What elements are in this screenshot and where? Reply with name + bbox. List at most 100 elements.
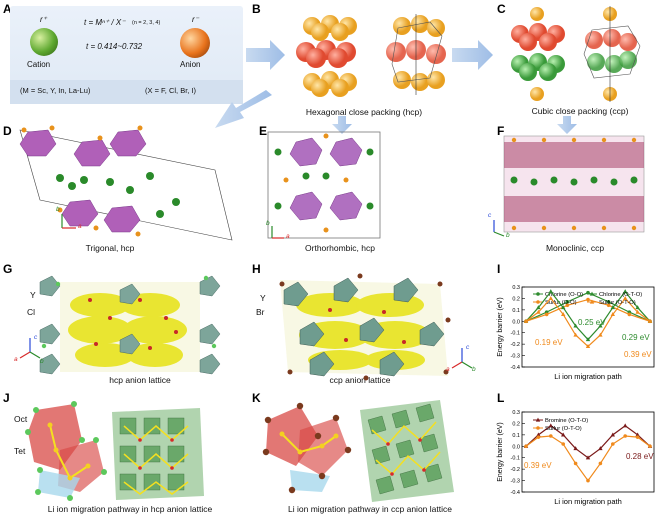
data-point xyxy=(573,332,578,337)
atom-label-y-h: Y xyxy=(260,293,266,303)
arrow-a-to-b xyxy=(246,40,285,70)
arrow-b-to-d xyxy=(215,90,272,128)
panel-label-c: C xyxy=(497,2,506,16)
data-point xyxy=(573,323,578,328)
m-note: (M = Sc, Y, In, La-Lu) xyxy=(20,86,91,95)
annotation: 0.19 eV xyxy=(535,338,563,347)
legend-entry: Chlorine (O-T-O) xyxy=(599,292,642,298)
ccp-anion-lattice xyxy=(279,273,451,381)
panel-label-d: D xyxy=(3,124,12,138)
data-point xyxy=(573,461,578,466)
data-point xyxy=(606,303,611,308)
legend-entry: Sulfur (O-T-O) xyxy=(545,426,582,432)
orthorhombic-structure xyxy=(267,131,381,239)
anion-sphere xyxy=(180,28,210,58)
y-tick-label: 0.1 xyxy=(512,433,520,439)
data-point xyxy=(598,332,603,337)
data-point xyxy=(648,444,652,449)
y-tick-label: -0.1 xyxy=(511,456,520,462)
data-point xyxy=(548,423,553,428)
y-tick-label: 0.1 xyxy=(512,308,520,314)
y-tick-label: 0.2 xyxy=(512,421,520,427)
caption-g: hcp anion lattice xyxy=(109,375,171,385)
y-tick-label: -0.4 xyxy=(511,365,520,371)
atom-label-br-h: Br xyxy=(256,307,265,317)
axis-letter-b-e: b xyxy=(266,220,270,227)
axis-letter-b-f: b xyxy=(506,232,510,239)
tolerance-formula: t = Mⁿ⁺ / X⁻ xyxy=(84,18,126,27)
x-axis-label: Li ion migration path xyxy=(554,372,622,381)
data-point xyxy=(548,296,553,301)
axis-triad-h xyxy=(451,348,473,369)
panel-label-a: A xyxy=(3,2,12,16)
data-point xyxy=(544,312,549,317)
axis-letter-a-d: a xyxy=(78,223,82,230)
atom-label-y-g: Y xyxy=(30,290,36,300)
hcp-stack-left xyxy=(296,15,357,97)
data-point xyxy=(610,432,615,437)
data-point xyxy=(610,312,615,317)
data-point xyxy=(548,289,553,294)
axis-letter-c-h: c xyxy=(466,344,470,351)
data-point xyxy=(606,300,611,304)
axis-letter-b-h: b xyxy=(472,366,476,373)
axis-triad-d xyxy=(61,214,76,229)
axis-triad-e xyxy=(271,226,284,239)
data-point xyxy=(635,435,640,439)
axis-triad-g xyxy=(19,338,41,359)
formula-note: (n = 2, 3, 4) xyxy=(132,20,161,26)
y-tick-label: -0.2 xyxy=(511,342,520,348)
y-tick-label: 0.0 xyxy=(512,319,520,325)
arrow-b-to-c xyxy=(452,40,493,70)
legend-entry: Chlorine (O-O) xyxy=(545,292,583,298)
data-point xyxy=(627,312,632,317)
data-point xyxy=(585,337,591,342)
panel-a-footer xyxy=(10,80,243,104)
caption-h: ccp anion lattice xyxy=(329,375,391,385)
hcp-anion-lattice xyxy=(39,275,221,375)
data-point xyxy=(565,300,570,304)
legend-entry: Sulfur (O-O) xyxy=(545,300,577,306)
caption-j: Li ion migration pathway in hcp anion la… xyxy=(47,504,213,514)
panel-label-j: J xyxy=(3,391,10,405)
annotation: 0.39 eV xyxy=(624,350,652,359)
y-tick-label: -0.3 xyxy=(511,354,520,360)
panel-label-l: L xyxy=(497,391,505,405)
x-axis-label: Li ion migration path xyxy=(554,497,622,506)
data-point xyxy=(610,305,615,310)
data-point xyxy=(586,478,590,483)
plot-frame xyxy=(521,411,655,493)
y-tick-label: 0.3 xyxy=(512,285,520,291)
panel-label-k: K xyxy=(252,391,261,405)
t-range: t = 0.414~0.732 xyxy=(86,42,143,51)
anion-radius-symbol: r⁻ xyxy=(192,15,199,24)
axis-letter-b-g: b xyxy=(40,358,44,365)
y-tick-label: 0.2 xyxy=(512,296,520,302)
data-point xyxy=(623,289,628,294)
plot-frame xyxy=(521,286,655,368)
data-point xyxy=(598,446,603,451)
annotation: 0.39 eV xyxy=(524,461,552,470)
panel-label-g: G xyxy=(3,262,13,276)
axis-letter-a-h: a xyxy=(446,366,450,373)
data-point xyxy=(536,432,541,437)
data-point xyxy=(536,309,541,314)
cation-sphere xyxy=(30,28,58,56)
caption-e: Orthorhombic, hcp xyxy=(305,243,375,253)
axis-letter-c-g: c xyxy=(34,334,38,341)
hcp-migration-pathway xyxy=(25,401,204,501)
data-point xyxy=(561,312,566,317)
site-label-tet: Tet xyxy=(14,446,26,456)
panel-label-h: H xyxy=(252,262,261,276)
data-point xyxy=(598,461,603,466)
cation-label: Cation xyxy=(27,60,51,69)
cation-radius-symbol: r⁺ xyxy=(40,15,47,24)
anion-label: Anion xyxy=(180,60,201,69)
data-point xyxy=(565,303,570,308)
y-tick-label: -0.3 xyxy=(511,479,520,485)
caption-d: Trigonal, hcp xyxy=(85,243,135,253)
data-point xyxy=(585,344,591,349)
